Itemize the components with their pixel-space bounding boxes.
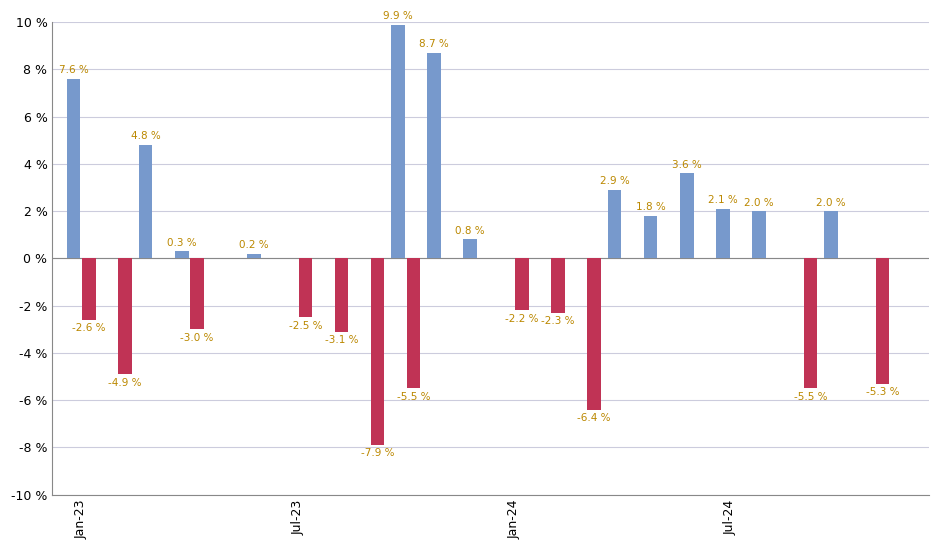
Text: 0.3 %: 0.3 % <box>167 238 196 248</box>
Bar <box>82 258 96 320</box>
Bar <box>335 258 349 332</box>
Text: 0.2 %: 0.2 % <box>239 240 269 250</box>
Text: -2.3 %: -2.3 % <box>541 316 574 326</box>
Bar <box>680 173 694 258</box>
Text: 0.8 %: 0.8 % <box>455 226 485 236</box>
Bar <box>370 258 384 445</box>
Bar <box>391 25 405 258</box>
Bar <box>175 251 189 258</box>
Text: -4.9 %: -4.9 % <box>108 378 142 388</box>
Text: 2.9 %: 2.9 % <box>600 177 630 186</box>
Text: -3.0 %: -3.0 % <box>180 333 214 343</box>
Bar <box>716 209 729 258</box>
Bar <box>407 258 420 388</box>
Text: -5.3 %: -5.3 % <box>866 387 900 397</box>
Bar <box>247 254 260 258</box>
Bar <box>67 79 80 258</box>
Text: -2.2 %: -2.2 % <box>505 314 539 324</box>
Bar <box>139 145 152 258</box>
Text: 8.7 %: 8.7 % <box>419 40 449 49</box>
Bar <box>804 258 817 388</box>
Text: 4.8 %: 4.8 % <box>131 131 161 141</box>
Bar <box>118 258 132 374</box>
Text: 2.0 %: 2.0 % <box>816 197 846 207</box>
Bar <box>299 258 312 317</box>
Text: 1.8 %: 1.8 % <box>635 202 666 212</box>
Text: 2.1 %: 2.1 % <box>708 195 738 205</box>
Text: 9.9 %: 9.9 % <box>384 11 413 21</box>
Bar <box>551 258 565 312</box>
Bar <box>824 211 838 258</box>
Text: -7.9 %: -7.9 % <box>361 448 394 459</box>
Bar <box>463 239 478 258</box>
Text: 3.6 %: 3.6 % <box>672 160 701 170</box>
Bar <box>428 53 441 258</box>
Bar <box>644 216 657 258</box>
Bar <box>876 258 889 383</box>
Bar <box>607 190 621 258</box>
Text: 7.6 %: 7.6 % <box>58 65 88 75</box>
Bar <box>190 258 204 329</box>
Text: 2.0 %: 2.0 % <box>744 197 774 207</box>
Bar <box>588 258 601 410</box>
Text: -6.4 %: -6.4 % <box>577 413 611 423</box>
Text: -5.5 %: -5.5 % <box>793 392 827 402</box>
Text: -2.5 %: -2.5 % <box>289 321 322 331</box>
Bar <box>752 211 766 258</box>
Text: -5.5 %: -5.5 % <box>397 392 431 402</box>
Text: -2.6 %: -2.6 % <box>72 323 105 333</box>
Bar <box>515 258 528 310</box>
Text: -3.1 %: -3.1 % <box>324 335 358 345</box>
